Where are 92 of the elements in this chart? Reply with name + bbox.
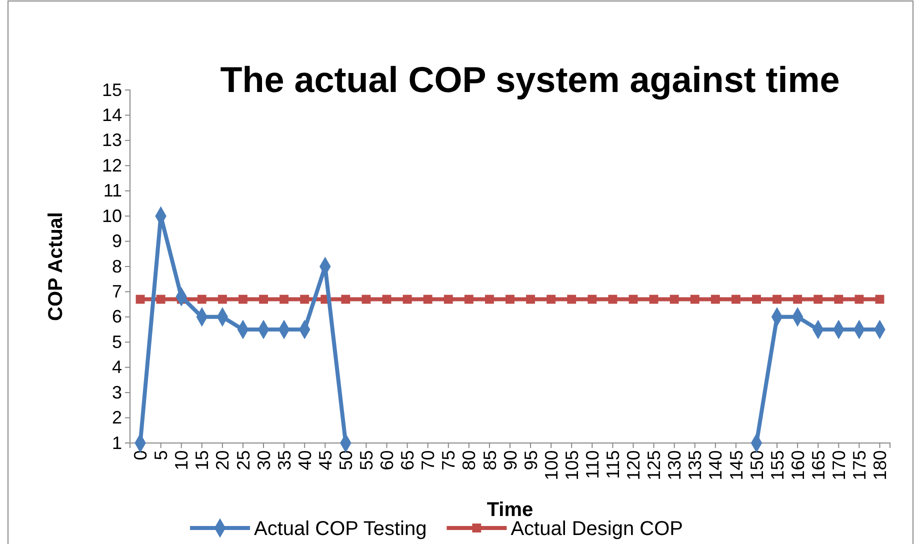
y-tick-label: 3 [112,382,122,402]
x-tick-label: 105 [562,450,582,480]
x-tick-label: 85 [480,450,500,470]
point [731,294,740,304]
y-tick-label: 2 [112,408,122,428]
point [464,294,474,304]
x-tick-label: 55 [356,450,377,470]
x-tick-label: 95 [520,450,541,470]
y-tick-label: 10 [102,206,122,226]
x-tick-label: 160 [788,450,808,480]
point [280,294,289,304]
x-tick-label: 50 [336,450,356,470]
point [752,294,761,304]
point [567,294,576,304]
legend-label: Actual Design COP [510,518,683,540]
y-tick-label: 7 [112,281,122,302]
x-axis-title: Time [486,499,534,521]
point [300,294,310,304]
point [238,294,248,304]
x-tick-label: 0 [130,450,151,460]
x-tick-label: 180 [870,450,890,480]
point [793,294,802,304]
point [526,294,536,304]
point [628,294,638,304]
x-tick-label: 125 [644,450,664,480]
x-tick-label: 155 [767,450,788,480]
y-tick-label: 15 [102,80,122,100]
x-tick-label: 30 [254,450,274,470]
x-tick-label: 15 [192,450,212,470]
x-tick-label: 110 [582,450,602,479]
point [649,294,658,304]
point [854,294,864,304]
y-tick-label: 13 [102,130,122,150]
y-axis-title: COP Actual [45,212,67,321]
point [670,294,679,304]
x-tick-label: 5 [151,450,172,460]
x-tick-label: 175 [849,450,870,480]
point [588,294,597,304]
x-tick-label: 20 [212,450,233,470]
point [608,294,618,304]
point [834,294,844,304]
point [484,294,494,304]
x-tick-label: 60 [377,450,398,470]
x-tick-label: 70 [418,450,438,470]
point [710,294,720,304]
point [402,294,412,304]
point [341,294,350,304]
point [197,294,206,304]
x-tick-label: 80 [459,450,480,470]
y-tick-label: 8 [112,256,122,276]
y-tick-label: 6 [112,306,122,327]
y-tick-label: 4 [112,357,122,378]
legend-label: Actual COP Testing [254,518,427,540]
x-tick-label: 140 [706,450,726,480]
x-tick-label: 10 [172,450,192,470]
x-tick-label: 100 [541,450,562,480]
point [218,294,227,304]
point [690,294,700,304]
x-tick-label: 115 [603,450,624,479]
x-tick-label: 45 [315,450,336,470]
x-tick-label: 75 [438,450,459,470]
point [362,294,371,304]
y-tick-label: 9 [112,231,122,252]
x-tick-label: 130 [664,450,685,480]
x-tick-label: 90 [500,450,520,470]
y-tick-label: 12 [102,155,122,176]
point [506,294,514,304]
point [875,294,884,304]
point [136,294,145,304]
chart-title: The actual COP system against time [220,59,840,100]
point [156,294,166,304]
point [423,294,432,304]
x-tick-label: 25 [233,450,254,470]
x-tick-label: 150 [746,450,767,480]
point [814,294,823,304]
y-tick-label: 1 [112,432,122,453]
y-tick-label: 5 [112,332,122,352]
x-tick-label: 35 [274,450,294,470]
point [382,294,392,304]
point [259,294,268,304]
y-tick-label: 11 [103,180,122,201]
point [772,294,782,304]
x-tick-label: 135 [685,450,706,480]
point [546,294,556,304]
x-tick-label: 170 [828,450,849,480]
y-tick-label: 14 [102,104,122,125]
x-tick-label: 145 [726,450,746,480]
x-tick-label: 120 [624,450,644,480]
x-tick-label: 40 [294,450,315,470]
point [444,294,453,304]
x-tick-label: 165 [808,450,828,480]
x-tick-label: 65 [398,450,418,470]
